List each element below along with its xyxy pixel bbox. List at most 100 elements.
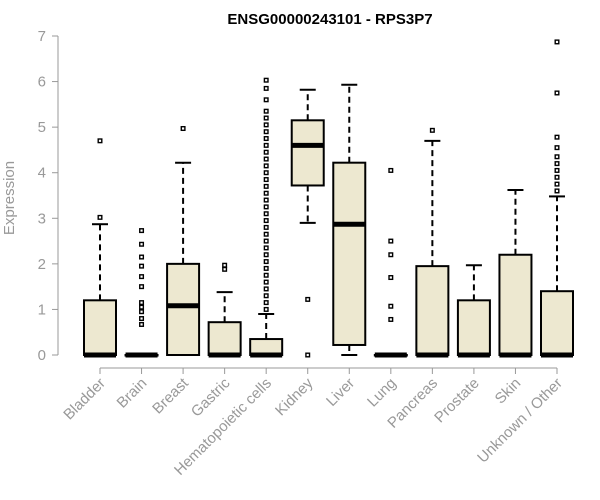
box-iqr [540, 290, 574, 357]
outlier-point [388, 252, 394, 258]
outlier-point [263, 77, 269, 83]
outlier-point [263, 190, 269, 196]
outlier-point [263, 156, 269, 162]
y-axis: 0 1 2 3 4 5 6 7 [38, 28, 59, 364]
outlier-point [554, 154, 560, 160]
outlier-point [263, 108, 269, 114]
y-tick-label: 0 [38, 347, 46, 364]
outlier-point [263, 183, 269, 189]
y-tick-label: 5 [38, 119, 46, 136]
outlier-point [180, 126, 186, 132]
outlier-point [554, 167, 560, 173]
outlier-point [222, 266, 228, 272]
box-iqr [332, 161, 367, 346]
outlier-point [139, 241, 145, 247]
box-hematopoietic-cells [249, 77, 284, 358]
box-gastric [207, 262, 242, 358]
outlier-point [554, 90, 560, 96]
outlier-point [139, 309, 145, 315]
outlier-point [263, 97, 269, 103]
outlier-point [139, 228, 145, 234]
outlier-point [139, 284, 145, 290]
box-iqr [207, 321, 242, 356]
outlier-point [263, 245, 269, 251]
box-iqr [290, 119, 325, 187]
outlier-point [263, 300, 269, 306]
outlier-point [263, 129, 269, 135]
outlier-point [263, 218, 269, 224]
box-iqr [415, 265, 450, 356]
outlier-point [139, 274, 145, 280]
outlier-point [388, 167, 394, 173]
outlier-point [97, 214, 103, 220]
outlier-point [388, 238, 394, 244]
box-skin [498, 189, 533, 358]
outlier-point [263, 204, 269, 210]
outlier-point [263, 265, 269, 271]
outlier-point [554, 188, 560, 194]
outlier-point [263, 115, 269, 121]
y-tick-label: 6 [38, 74, 46, 91]
outlier-point [139, 263, 145, 269]
x-tick-label: Bladder [60, 375, 109, 424]
outlier-point [263, 231, 269, 237]
outlier-point [139, 304, 145, 310]
outlier-point [263, 197, 269, 203]
x-tick-label: Breast [149, 374, 192, 417]
x-tick-label: Skin [492, 375, 525, 408]
box-iqr [166, 262, 201, 357]
outlier-point [263, 149, 269, 155]
y-tick-label: 4 [38, 165, 46, 182]
x-tick-label: Prostate [431, 375, 483, 427]
box-iqr [498, 253, 533, 356]
outlier-point [263, 224, 269, 230]
y-tick-label: 1 [38, 301, 46, 318]
outlier-point [263, 238, 269, 244]
y-tick-label: 7 [38, 28, 46, 45]
box-brain [124, 228, 159, 358]
outlier-point [305, 296, 311, 302]
y-tick-label: 2 [38, 256, 46, 273]
box-kidney [290, 88, 325, 358]
outlier-point [263, 252, 269, 258]
box-breast [166, 126, 201, 357]
x-tick-label: Lung [364, 375, 400, 411]
box-iqr [83, 299, 117, 357]
outlier-point [263, 170, 269, 176]
outlier-point [388, 316, 394, 322]
outlier-point [554, 174, 560, 180]
box-pancreas [415, 127, 450, 358]
outlier-point [263, 163, 269, 169]
outlier-point [263, 286, 269, 292]
box-unknown-other [540, 39, 574, 358]
outlier-point [139, 316, 145, 322]
x-tick-label: Liver [323, 375, 358, 410]
outlier-point [554, 134, 560, 140]
box-lung [373, 167, 408, 358]
outlier-point [263, 293, 269, 299]
outlier-point [222, 262, 228, 268]
outlier-point [388, 303, 394, 309]
outlier-point [429, 127, 435, 133]
y-tick-label: 3 [38, 210, 46, 227]
x-tick-label: Brain [114, 375, 151, 412]
boxes-group [83, 39, 574, 358]
outlier-point [554, 145, 560, 151]
box-bladder [83, 138, 117, 358]
outlier-point [139, 321, 145, 327]
box-iqr [456, 299, 491, 357]
outlier-point [263, 306, 269, 312]
outlier-point [263, 279, 269, 285]
outlier-point [263, 142, 269, 148]
outlier-point [139, 300, 145, 306]
outlier-point [554, 39, 560, 45]
outlier-point [263, 85, 269, 91]
chart-title: ENSG00000243101 - RPS3P7 [227, 11, 432, 28]
outlier-point [139, 254, 145, 260]
x-tick-label: Kidney [272, 374, 317, 419]
outlier-point [263, 177, 269, 183]
outlier-point [554, 161, 560, 167]
outlier-point [263, 136, 269, 142]
